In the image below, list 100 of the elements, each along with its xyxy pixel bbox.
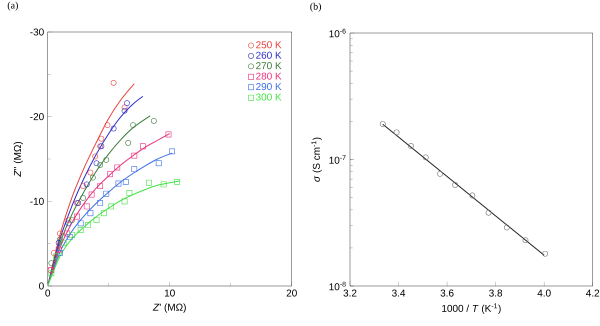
legend-label: 300 K [256, 93, 282, 101]
point [140, 143, 146, 150]
x-tick-label: 4.0 [537, 290, 551, 297]
point [108, 204, 114, 210]
x-tick-label: 3.4 [392, 290, 406, 297]
point [146, 180, 152, 186]
point [84, 204, 90, 210]
point [84, 182, 90, 188]
point [92, 154, 98, 160]
point [103, 190, 110, 197]
point [48, 270, 54, 276]
point [110, 80, 116, 86]
point [69, 217, 75, 223]
point [156, 160, 162, 166]
y-axis-title: σ (S cm$^{-1}$) [311, 138, 322, 182]
x-tick-label: 0 [45, 290, 50, 297]
point [53, 253, 60, 260]
point [122, 108, 128, 114]
point [107, 171, 113, 178]
chart-title: (a) [8, 2, 18, 11]
point [88, 210, 94, 216]
legend-label: 260 K [256, 52, 282, 59]
x-axis-title: Z' (MΩ) [152, 303, 186, 313]
point [94, 217, 100, 223]
legend-label: 250 K [256, 41, 282, 48]
point [69, 232, 75, 238]
point [394, 129, 400, 136]
point [48, 260, 54, 266]
point [56, 246, 62, 252]
point [122, 198, 128, 204]
point [130, 122, 136, 128]
legend-label: 270 K [256, 62, 282, 70]
point [437, 170, 443, 177]
point [66, 217, 72, 223]
point [174, 178, 180, 185]
point [114, 164, 120, 170]
point [78, 220, 84, 226]
point [126, 190, 132, 196]
y-tick-label: -30 [30, 28, 44, 36]
y-tick-label: 10$^{-7}$ [329, 155, 346, 164]
point [80, 195, 86, 201]
point [66, 220, 72, 226]
y-tick-label: 10$^{-6}$ [329, 28, 346, 38]
point [422, 154, 429, 160]
point [85, 222, 91, 228]
point [166, 132, 172, 138]
point [104, 122, 110, 128]
point [408, 143, 414, 149]
x-tick-label: 20 [286, 290, 297, 297]
point [125, 140, 132, 146]
point [522, 237, 528, 244]
y-axis-title: Z'' (MΩ) [14, 142, 23, 177]
point [50, 250, 57, 256]
x-tick-label: 10 [164, 290, 175, 297]
point [150, 118, 157, 124]
point [169, 148, 176, 154]
point [100, 210, 107, 216]
point [542, 250, 548, 257]
point [80, 183, 86, 189]
y-tick-label: -20 [30, 113, 44, 120]
point [97, 183, 104, 189]
point [98, 136, 104, 142]
point [122, 104, 128, 110]
point [469, 192, 476, 198]
legend-label: 290 K [256, 83, 282, 90]
point [110, 126, 116, 132]
point [504, 224, 510, 230]
x-axis-title: 1000 / T (K$^{-1}$) [442, 303, 501, 314]
point [57, 236, 63, 242]
x-tick-label: 3.8 [489, 290, 502, 297]
point [131, 166, 138, 172]
line-series [48, 180, 180, 286]
point [160, 182, 166, 188]
point [57, 250, 63, 256]
x-tick-label: 3.2 [343, 290, 356, 297]
point [131, 152, 138, 159]
point [452, 182, 458, 188]
y-tick-label: 10$^{-8}$ [329, 282, 346, 290]
point [74, 214, 80, 220]
point [124, 100, 130, 106]
point [486, 210, 492, 216]
y-tick-label: -10 [30, 198, 44, 205]
point [57, 230, 63, 236]
point [97, 162, 104, 168]
legend-label: 280 K [256, 72, 282, 80]
point [380, 121, 386, 127]
point [97, 200, 104, 206]
point [90, 174, 96, 181]
x-tick-label: 4.2 [586, 290, 600, 296]
point [116, 180, 122, 186]
point [122, 178, 129, 185]
point [60, 240, 66, 246]
point [103, 156, 110, 163]
point [94, 160, 100, 166]
point [78, 227, 84, 234]
x-tick-label: 3.6 [440, 290, 454, 297]
y-tick-label: 0 [39, 282, 44, 290]
point [88, 170, 94, 176]
chart-title: (b) [310, 2, 322, 12]
point [66, 234, 73, 240]
